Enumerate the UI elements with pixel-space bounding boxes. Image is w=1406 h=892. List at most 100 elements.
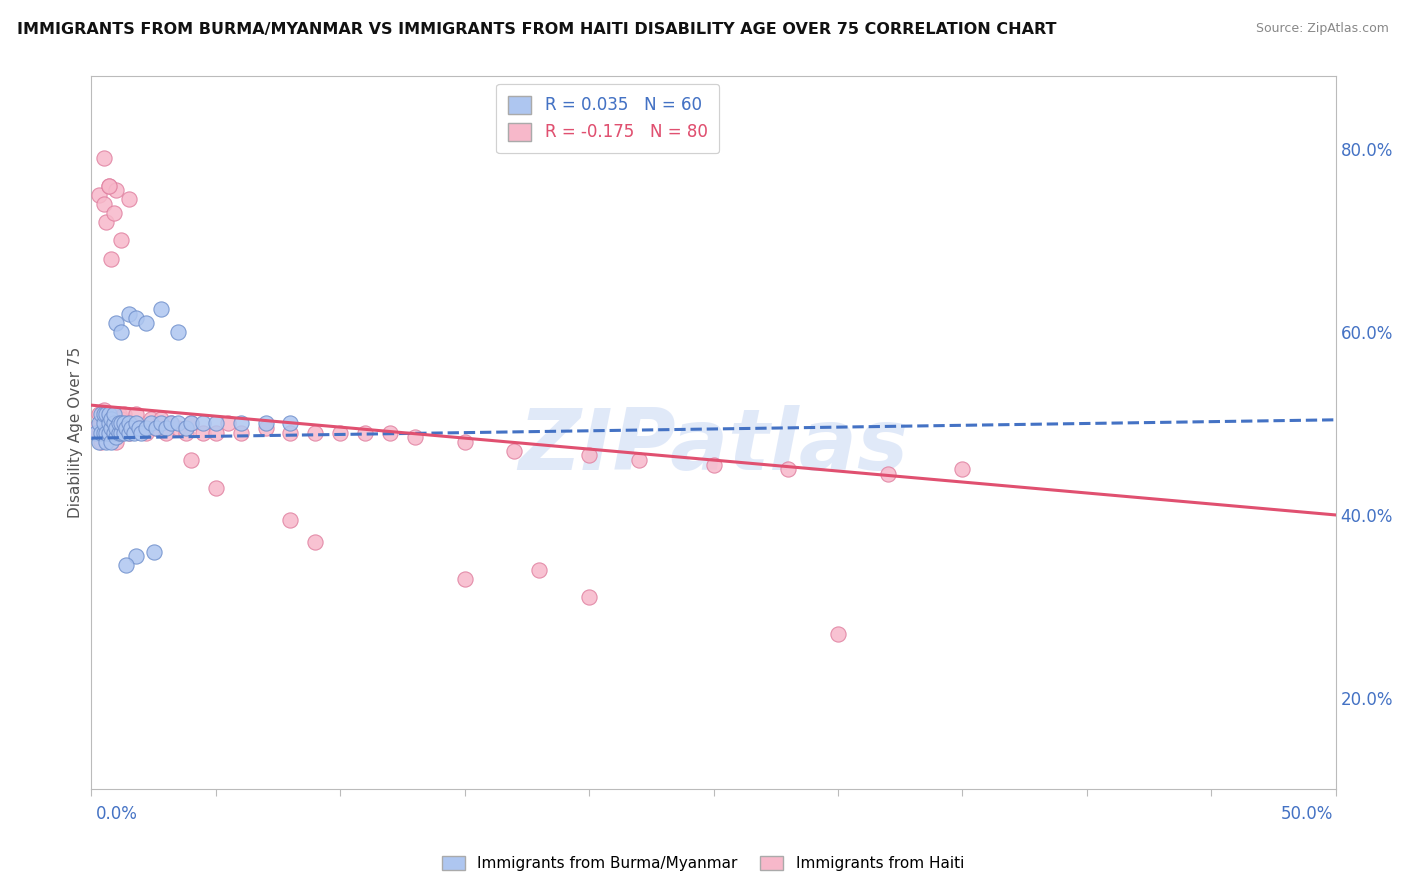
Point xyxy=(112,417,135,431)
Point xyxy=(167,325,190,339)
Point xyxy=(778,462,800,476)
Point xyxy=(145,421,167,435)
Point xyxy=(86,421,108,435)
Text: Source: ZipAtlas.com: Source: ZipAtlas.com xyxy=(1256,22,1389,36)
Point xyxy=(87,425,110,440)
Point xyxy=(93,425,115,440)
Point xyxy=(110,425,132,440)
Point xyxy=(180,453,202,467)
Point xyxy=(105,430,128,444)
Point xyxy=(280,417,302,431)
Point xyxy=(107,417,129,431)
Point xyxy=(354,425,377,440)
Point xyxy=(122,421,145,435)
Point xyxy=(87,407,110,421)
Point xyxy=(125,417,148,431)
Point xyxy=(96,421,118,435)
Point xyxy=(103,407,125,421)
Point xyxy=(103,417,125,431)
Point xyxy=(107,425,129,440)
Point xyxy=(378,425,401,440)
Point xyxy=(180,417,202,431)
Point xyxy=(115,558,138,573)
Point xyxy=(135,421,157,435)
Point xyxy=(97,421,120,435)
Point xyxy=(97,425,120,440)
Point xyxy=(90,434,112,449)
Point xyxy=(110,412,132,426)
Point xyxy=(304,425,326,440)
Point xyxy=(205,481,228,495)
Point xyxy=(115,421,138,435)
Point xyxy=(254,421,277,435)
Point xyxy=(105,417,128,431)
Point xyxy=(280,512,302,526)
Point xyxy=(118,425,141,440)
Point xyxy=(105,316,128,330)
Point xyxy=(118,192,141,206)
Point xyxy=(125,549,148,563)
Point xyxy=(105,434,128,449)
Point xyxy=(90,407,112,421)
Point xyxy=(100,425,122,440)
Point xyxy=(876,467,898,481)
Point xyxy=(93,151,115,165)
Point xyxy=(529,563,551,577)
Point xyxy=(135,425,157,440)
Point xyxy=(128,421,150,435)
Point xyxy=(229,425,252,440)
Point xyxy=(96,425,118,440)
Y-axis label: Disability Age Over 75: Disability Age Over 75 xyxy=(67,347,83,518)
Point xyxy=(100,252,122,266)
Point xyxy=(103,407,125,421)
Point xyxy=(87,187,110,202)
Point xyxy=(174,425,197,440)
Point xyxy=(112,425,135,440)
Point xyxy=(105,183,128,197)
Point xyxy=(118,307,141,321)
Point xyxy=(107,407,129,421)
Point xyxy=(100,434,122,449)
Point xyxy=(87,434,110,449)
Point xyxy=(304,535,326,549)
Point xyxy=(110,325,132,339)
Point xyxy=(103,421,125,435)
Point xyxy=(97,178,120,193)
Point xyxy=(118,425,141,440)
Point xyxy=(97,178,120,193)
Point xyxy=(160,417,183,431)
Text: IMMIGRANTS FROM BURMA/MYANMAR VS IMMIGRANTS FROM HAITI DISABILITY AGE OVER 75 CO: IMMIGRANTS FROM BURMA/MYANMAR VS IMMIGRA… xyxy=(17,22,1056,37)
Point xyxy=(86,425,108,440)
Point xyxy=(125,407,148,421)
Point xyxy=(205,417,228,431)
Text: 0.0%: 0.0% xyxy=(96,805,138,822)
Point xyxy=(97,407,120,421)
Point xyxy=(93,412,115,426)
Point xyxy=(115,421,138,435)
Point xyxy=(503,444,526,458)
Point xyxy=(100,412,122,426)
Point xyxy=(135,316,157,330)
Point xyxy=(129,425,152,440)
Point xyxy=(145,421,167,435)
Point xyxy=(142,544,165,558)
Text: ZIPatlas: ZIPatlas xyxy=(519,405,908,489)
Legend: Immigrants from Burma/Myanmar, Immigrants from Haiti: Immigrants from Burma/Myanmar, Immigrant… xyxy=(436,849,970,877)
Point xyxy=(110,417,132,431)
Point xyxy=(100,412,122,426)
Point xyxy=(150,417,173,431)
Point xyxy=(97,417,120,431)
Point xyxy=(118,417,141,431)
Point xyxy=(122,425,145,440)
Point xyxy=(155,425,177,440)
Point xyxy=(254,417,277,431)
Point xyxy=(100,421,122,435)
Point xyxy=(93,407,115,421)
Point xyxy=(93,417,115,431)
Point xyxy=(105,421,128,435)
Point xyxy=(96,434,118,449)
Point xyxy=(120,417,142,431)
Point xyxy=(112,421,135,435)
Point xyxy=(90,417,112,431)
Point xyxy=(229,417,252,431)
